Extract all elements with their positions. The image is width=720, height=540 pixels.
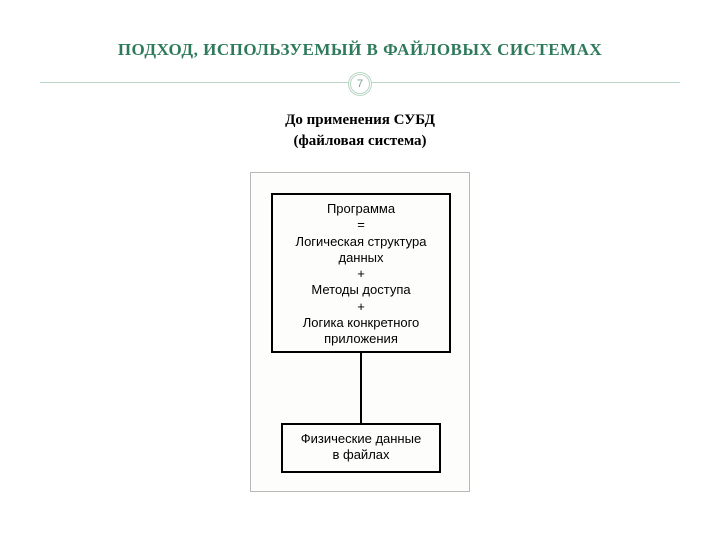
- page-number: 7: [357, 78, 363, 90]
- subtitle: До применения СУБД (файловая система): [0, 110, 720, 152]
- page-number-badge: 7: [348, 72, 372, 96]
- flowchart: Программа=Логическая структураданных+Мет…: [250, 172, 470, 492]
- flowchart-node-top: Программа=Логическая структураданных+Мет…: [271, 193, 451, 353]
- flowchart-node-bottom: Физические данныев файлах: [281, 423, 441, 473]
- connector: [360, 353, 362, 423]
- subtitle-line2: (файловая система): [293, 133, 426, 149]
- subtitle-line1: До применения СУБД: [285, 112, 435, 128]
- slide-title: ПОДХОД, ИСПОЛЬЗУЕМЫЙ В ФАЙЛОВЫХ СИСТЕМАХ: [0, 40, 720, 60]
- slide: ПОДХОД, ИСПОЛЬЗУЕМЫЙ В ФАЙЛОВЫХ СИСТЕМАХ…: [0, 0, 720, 540]
